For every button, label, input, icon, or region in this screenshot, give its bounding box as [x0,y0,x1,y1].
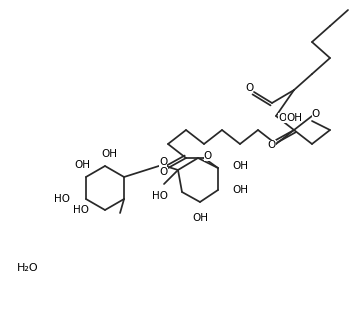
Text: O: O [268,140,276,150]
Text: O: O [312,109,320,119]
Text: OH: OH [232,161,248,171]
Text: OH: OH [101,149,117,159]
Text: OH: OH [286,113,302,123]
Text: HO: HO [73,205,89,215]
Text: H₂O: H₂O [17,263,39,273]
Text: HO: HO [54,194,70,204]
Text: OH: OH [74,160,90,170]
Text: OH: OH [232,185,248,195]
Text: O: O [160,167,168,177]
Text: HO: HO [152,191,168,201]
Text: OH: OH [278,113,294,123]
Text: OH: OH [192,213,208,223]
Text: O: O [204,151,212,161]
Text: O: O [159,157,167,167]
Text: O: O [245,83,253,93]
